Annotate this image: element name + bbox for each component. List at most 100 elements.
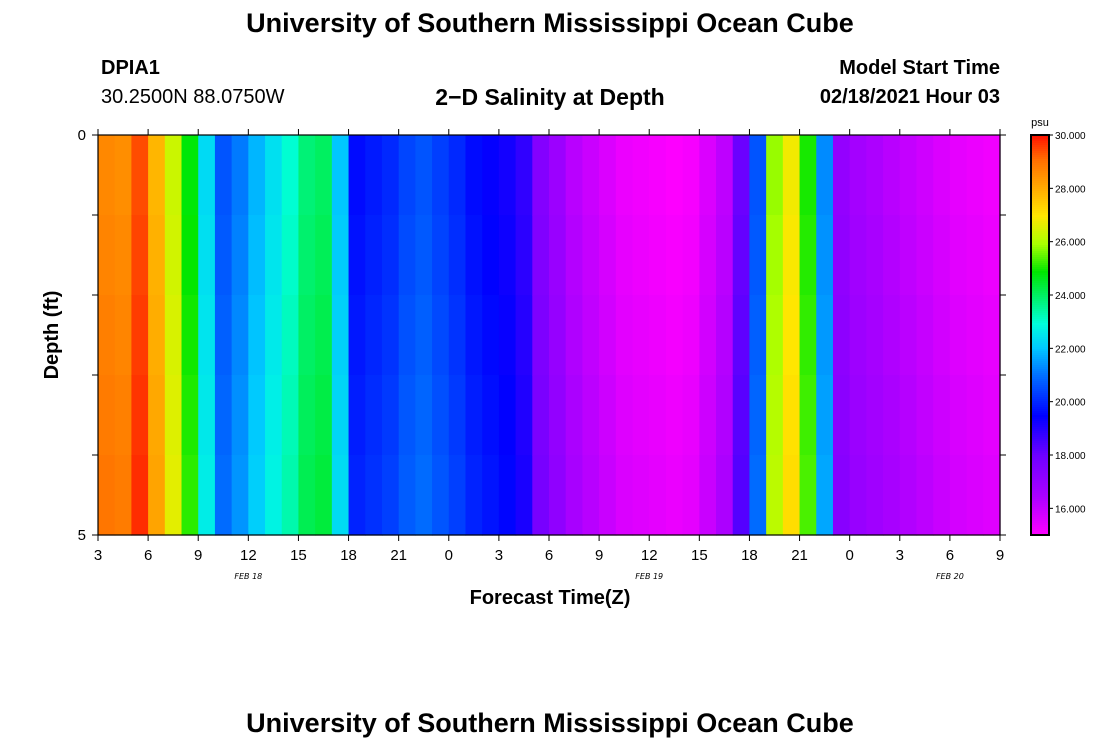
heatmap-cell (766, 375, 784, 456)
colorbar-tick-label: 22.000 (1055, 344, 1086, 355)
heatmap-cell (816, 215, 834, 296)
heatmap-cell (632, 375, 650, 456)
heatmap-cell (315, 135, 333, 216)
colorbar-swatch (1031, 263, 1049, 266)
x-tick-label: 9 (996, 547, 1004, 564)
heatmap-cell (131, 455, 149, 536)
heatmap-cell (782, 455, 801, 536)
colorbar-swatch (1031, 521, 1049, 524)
heatmap-cell (482, 375, 500, 456)
heatmap-cell (933, 295, 951, 376)
heatmap-cell (749, 135, 767, 216)
colorbar-swatch (1031, 349, 1049, 352)
colorbar-swatch (1031, 437, 1049, 440)
heatmap-cell (966, 295, 984, 376)
colorbar-swatch (1031, 513, 1049, 516)
heatmap-cell (298, 455, 316, 536)
heatmap-cell (265, 375, 283, 456)
colorbar-swatch (1031, 527, 1049, 530)
heatmap-cell (214, 215, 233, 296)
colorbar-swatch (1031, 139, 1049, 142)
heatmap-cell (248, 455, 266, 536)
colorbar-swatch (1031, 245, 1049, 248)
colorbar-swatch (1031, 183, 1049, 186)
x-tick-label: 12 (641, 547, 658, 564)
heatmap-cell (699, 455, 717, 536)
heatmap-cell (782, 375, 801, 456)
heatmap-cell (281, 455, 300, 536)
heatmap-cell (198, 295, 216, 376)
colorbar-unit: psu (1031, 117, 1049, 129)
heatmap-cell (348, 375, 366, 456)
heatmap-cell (983, 375, 1001, 456)
colorbar-swatch (1031, 167, 1049, 170)
colorbar-swatch (1031, 145, 1049, 148)
heatmap-cell (549, 455, 567, 536)
heatmap-cell (298, 375, 316, 456)
colorbar-swatch (1031, 433, 1049, 436)
heatmap-cell (498, 455, 517, 536)
heatmap-cell (766, 135, 784, 216)
heatmap-cell (582, 455, 600, 536)
x-tick-label: 18 (741, 547, 758, 564)
heatmap-cell (615, 455, 634, 536)
heatmap-cell (365, 375, 383, 456)
heatmap-cell (565, 455, 583, 536)
colorbar-swatch (1031, 369, 1049, 372)
heatmap-cell (181, 455, 199, 536)
heatmap-cell (482, 455, 500, 536)
y-axis-label: Depth (ft) (41, 291, 63, 380)
heatmap-cell (465, 295, 483, 376)
heatmap-cell (682, 215, 700, 296)
heatmap-cell (231, 455, 249, 536)
heatmap-cell (549, 375, 567, 456)
heatmap-cell (198, 215, 216, 296)
colorbar-swatch (1031, 161, 1049, 164)
heatmap-cell (549, 215, 567, 296)
heatmap-cell (632, 215, 650, 296)
heatmap-cell (298, 295, 316, 376)
heatmap-cell (966, 215, 984, 296)
x-tick-label: 15 (290, 547, 307, 564)
heatmap-cell (98, 375, 116, 456)
heatmap-cell (331, 295, 350, 376)
colorbar-swatch (1031, 299, 1049, 302)
heatmap-cell (832, 135, 851, 216)
heatmap-cell (381, 295, 400, 376)
colorbar-swatch (1031, 251, 1049, 254)
colorbar-swatch (1031, 187, 1049, 190)
heatmap-cell (98, 295, 116, 376)
heatmap-cell (582, 295, 600, 376)
heatmap-cell (899, 455, 918, 536)
heatmap-cell (448, 295, 467, 376)
colorbar-swatch (1031, 197, 1049, 200)
colorbar-swatch (1031, 291, 1049, 294)
colorbar-swatch (1031, 269, 1049, 272)
colorbar-swatch (1031, 237, 1049, 240)
plot-title: 2−D Salinity at Depth (435, 84, 665, 110)
colorbar-swatch (1031, 241, 1049, 244)
date-label: FEB 18 (234, 572, 262, 581)
y-axis-ticks: 05 (78, 127, 1006, 544)
colorbar-swatch (1031, 227, 1049, 230)
heatmap-cell (148, 455, 166, 536)
colorbar-swatch (1031, 203, 1049, 206)
heatmap-cell (465, 455, 483, 536)
colorbar-swatch (1031, 355, 1049, 358)
heatmap-cell (665, 215, 684, 296)
colorbar-swatch (1031, 247, 1049, 250)
heatmap-cell (114, 455, 132, 536)
heatmap-cell (231, 295, 249, 376)
heatmap-cell (599, 215, 617, 296)
heatmap-cell (331, 135, 350, 216)
heatmap-cell (131, 295, 149, 376)
heatmap-cell (532, 135, 550, 216)
colorbar-swatch (1031, 243, 1049, 246)
heatmap-cell (649, 295, 667, 376)
colorbar-swatch (1031, 209, 1049, 212)
x-tick-label: 15 (691, 547, 708, 564)
heatmap-cell (448, 215, 467, 296)
heatmap-cell (799, 215, 817, 296)
colorbar-swatch (1031, 155, 1049, 158)
heatmap-cell (265, 135, 283, 216)
